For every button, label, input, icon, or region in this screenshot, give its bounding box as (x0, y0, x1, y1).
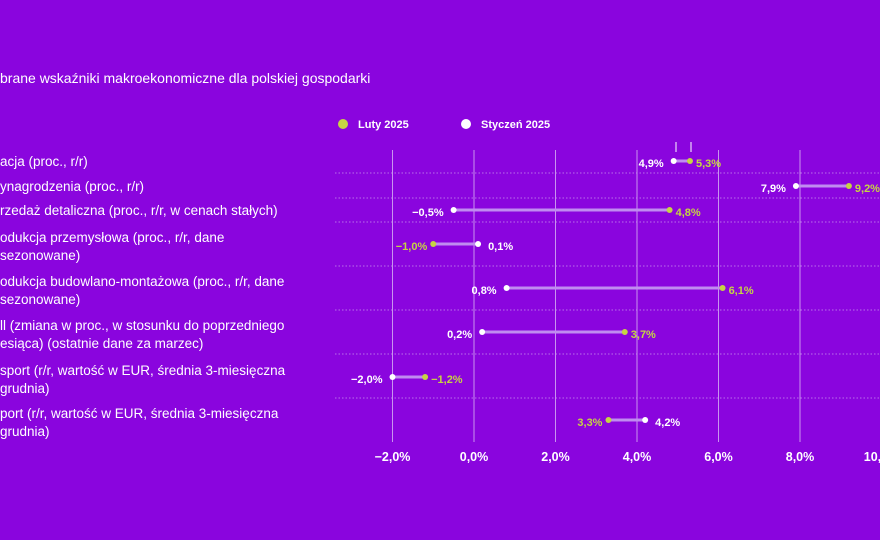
marker-luty-2025 (719, 285, 726, 291)
x-tick-label: 0,0% (460, 450, 489, 464)
category-label: sezonowane) (0, 248, 80, 263)
x-tick-label: 8,0% (786, 450, 815, 464)
data-label-styczen-2025: −2,0% (351, 374, 383, 386)
marker-luty-2025 (430, 241, 437, 247)
data-label-styczen-2025: 0,1% (488, 241, 513, 253)
x-axis: −2,0% 0,0% 2,0% 4,0% 6,0% 8,0% 10,0% (375, 450, 880, 464)
marker-luty-2025 (621, 329, 628, 335)
x-tick-label: −2,0% (375, 450, 411, 464)
marker-luty-2025 (605, 417, 612, 423)
data-label-luty-2025: −1,0% (396, 241, 428, 253)
marker-styczen-2025 (670, 158, 677, 164)
grid-layer (392, 150, 801, 442)
data-label-luty-2025: 4,8% (676, 207, 701, 219)
data-label-styczen-2025: 7,9% (761, 183, 786, 195)
x-tick-label: 4,0% (623, 450, 652, 464)
category-label: acja (proc., r/r) (0, 154, 88, 169)
data-label-luty-2025: 9,2% (855, 183, 880, 195)
category-label: ynagrodzenia (proc., r/r) (0, 179, 144, 194)
marker-styczen-2025 (479, 329, 486, 335)
category-label: port (r/r, wartość w EUR, średnia 3-mies… (0, 406, 279, 421)
category-label: grudnia) (0, 381, 50, 396)
legend-marker (338, 119, 348, 129)
category-label: sport (r/r, wartość w EUR, średnia 3-mie… (0, 363, 286, 378)
x-tick-label: 6,0% (704, 450, 733, 464)
data-label-luty-2025: −1,2% (431, 374, 463, 386)
category-label: ll (zmiana w proc., w stosunku do poprze… (0, 318, 284, 333)
marker-styczen-2025 (450, 207, 457, 213)
x-tick-label: 2,0% (541, 450, 570, 464)
legend-item-label: Styczeń 2025 (481, 119, 550, 131)
data-label-styczen-2025: 0,8% (472, 285, 497, 297)
data-marks: 5,3% 4,9% 9,2% 7,9% 4,8% −0,5% −1,0% 0,1% 6,1% 0,… (351, 142, 880, 429)
data-label-styczen-2025: −0,5% (412, 207, 444, 219)
marker-styczen-2025 (389, 374, 396, 380)
x-tick-label: 10,0% (864, 450, 880, 464)
chart-subtitle: brane wskaźniki makroekonomiczne dla pol… (0, 70, 371, 86)
category-label: grudnia) (0, 424, 50, 439)
data-label-luty-2025: 6,1% (729, 285, 754, 297)
category-label: odukcja budowlano-montażowa (proc., r/r,… (0, 274, 284, 289)
data-label-luty-2025: 3,3% (577, 417, 602, 429)
marker-luty-2025 (666, 207, 673, 213)
marker-styczen-2025 (503, 285, 510, 291)
marker-luty-2025 (686, 158, 693, 164)
marker-luty-2025 (422, 374, 429, 380)
data-label-styczen-2025: 4,2% (655, 417, 680, 429)
marker-luty-2025 (845, 183, 852, 189)
legend[interactable]: Luty 2025 Styczeń 2025 (338, 119, 550, 131)
category-label: odukcja przemysłowa (proc., r/r, dane (0, 230, 224, 245)
legend-marker (461, 119, 471, 129)
category-label: sezonowane) (0, 292, 80, 307)
category-labels: acja (proc., r/r) ynagrodzenia (proc., r/… (0, 154, 286, 439)
marker-styczen-2025 (792, 183, 799, 189)
marker-styczen-2025 (642, 417, 649, 423)
data-label-styczen-2025: 4,9% (639, 158, 664, 170)
data-label-luty-2025: 5,3% (696, 158, 721, 170)
data-label-styczen-2025: 0,2% (447, 329, 472, 341)
marker-styczen-2025 (475, 241, 482, 247)
legend-item-label: Luty 2025 (358, 119, 409, 131)
data-label-luty-2025: 3,7% (631, 329, 656, 341)
category-label: esiąca) (ostatnie dane za marzec) (0, 336, 203, 351)
category-label: rzedaż detaliczna (proc., r/r, w cenach … (0, 203, 278, 218)
